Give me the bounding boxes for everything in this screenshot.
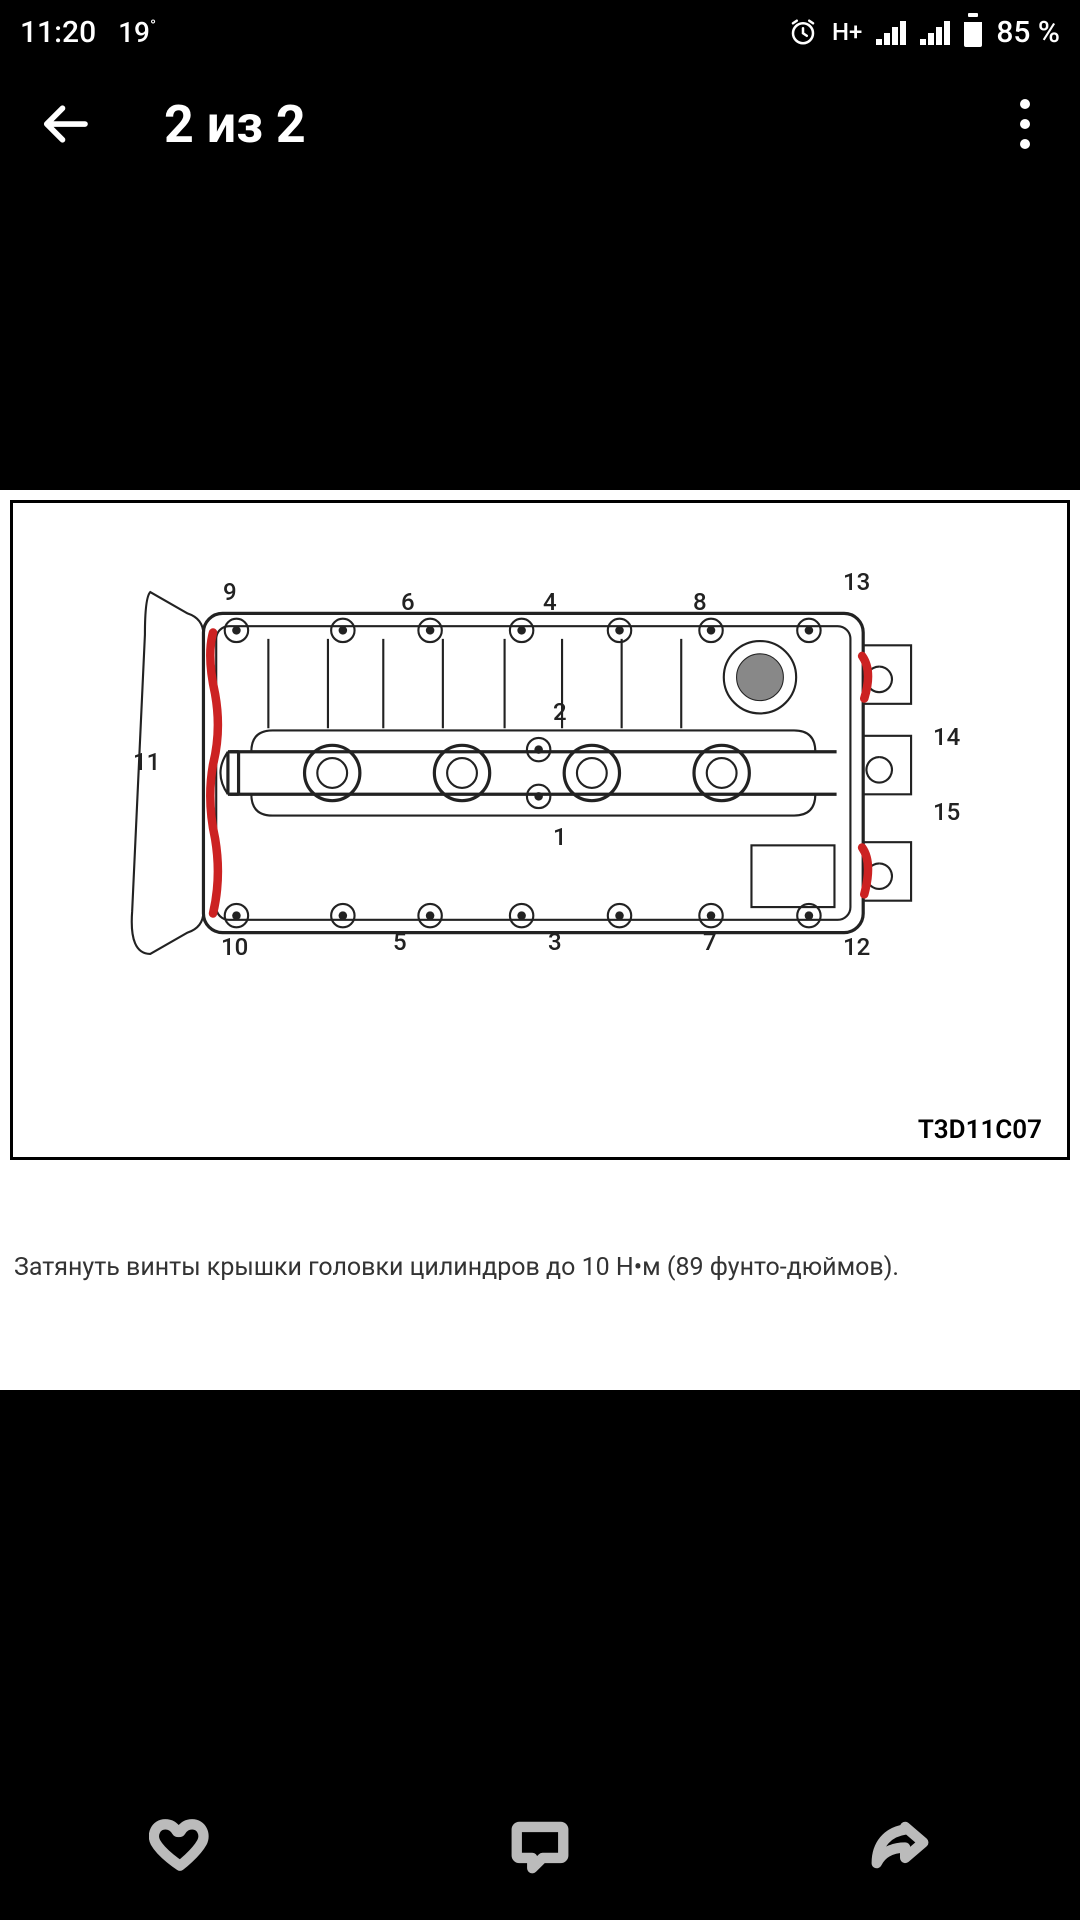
caption-area: Затянуть винты крышки головки цилиндров … xyxy=(0,1210,1080,1335)
bolt-label-7: 7 xyxy=(703,928,717,956)
valve-cover-diagram xyxy=(113,558,943,988)
bolt-label-2: 2 xyxy=(553,698,567,726)
bolt-label-15: 15 xyxy=(933,798,960,826)
status-left: 11:20 19° xyxy=(20,15,156,50)
diagram-frame: 1 2 3 4 5 6 7 8 9 10 11 12 13 14 15 T3D1… xyxy=(10,500,1070,1160)
bolt-label-5: 5 xyxy=(393,928,407,956)
more-options-icon[interactable] xyxy=(1020,99,1030,149)
bolt-label-3: 3 xyxy=(548,928,562,956)
network-type-text: H+ xyxy=(832,18,862,46)
signal-bars-1-icon xyxy=(876,19,906,45)
page-counter-title: 2 из 2 xyxy=(164,94,306,155)
alarm-icon xyxy=(788,17,818,47)
bolt-label-14: 14 xyxy=(933,723,960,751)
bolt-label-10: 10 xyxy=(221,933,248,961)
image-viewer-content[interactable]: 1 2 3 4 5 6 7 8 9 10 11 12 13 14 15 T3D1… xyxy=(0,490,1080,1390)
bolt-label-11: 11 xyxy=(133,748,160,776)
bolt-label-13: 13 xyxy=(843,568,870,596)
bolt-label-12: 12 xyxy=(843,933,870,961)
diagram-part-code: T3D11C07 xyxy=(918,1115,1042,1145)
bolt-label-6: 6 xyxy=(401,588,415,616)
back-arrow-icon[interactable] xyxy=(40,97,94,151)
bottom-action-bar xyxy=(0,1770,1080,1920)
like-heart-icon[interactable] xyxy=(149,1814,211,1876)
bolt-label-4: 4 xyxy=(543,588,557,616)
status-right: H+ 85 % xyxy=(788,15,1060,50)
battery-icon xyxy=(964,17,982,47)
comment-bubble-icon[interactable] xyxy=(509,1814,571,1876)
battery-percent-text: 85 % xyxy=(996,15,1060,50)
clock-text: 11:20 xyxy=(20,15,96,50)
temperature-text: 19° xyxy=(118,16,156,49)
bolt-label-1: 1 xyxy=(553,823,567,851)
bolt-label-8: 8 xyxy=(693,588,707,616)
bolt-label-9: 9 xyxy=(223,578,237,606)
share-arrow-icon[interactable] xyxy=(869,1814,931,1876)
app-bar: 2 из 2 xyxy=(0,64,1080,184)
signal-bars-2-icon xyxy=(920,19,950,45)
diagram-caption: Затянуть винты крышки головки цилиндров … xyxy=(14,1250,1066,1285)
status-bar: 11:20 19° H+ 85 % xyxy=(0,0,1080,64)
